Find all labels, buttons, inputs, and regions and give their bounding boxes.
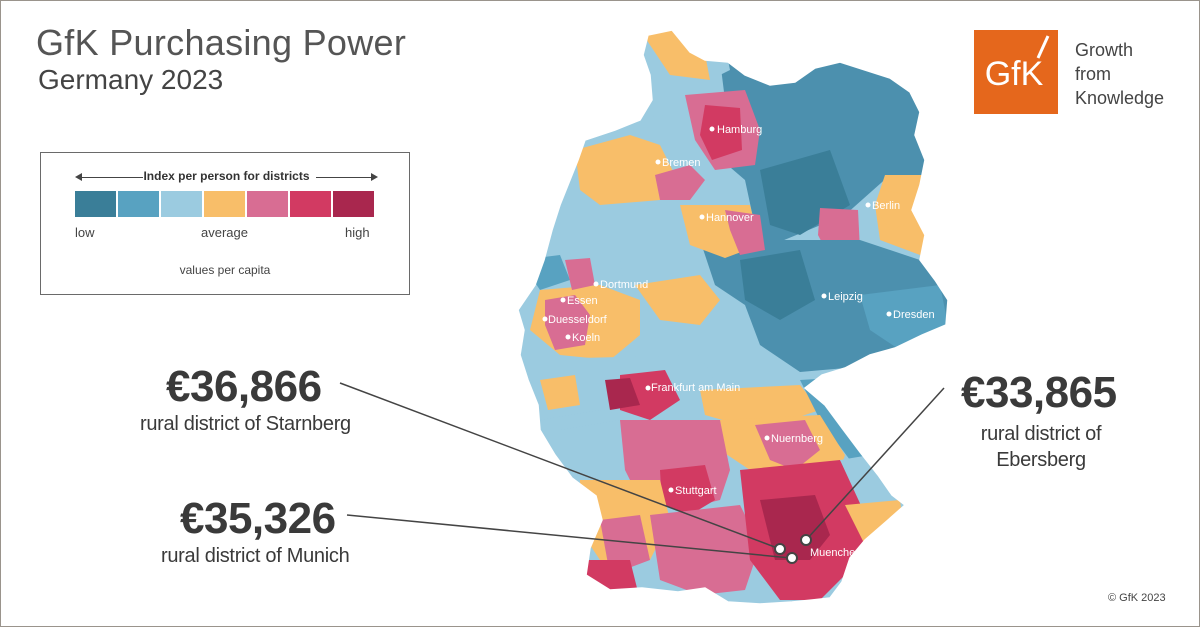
brand-tagline: Growth from Knowledge (1075, 38, 1164, 110)
city-dot-essen (560, 297, 566, 303)
legend-swatch-2 (118, 191, 159, 217)
arrow-right-icon (371, 173, 378, 181)
legend-high-label: high (345, 225, 370, 240)
region-bremen-ring (575, 135, 680, 205)
city-labels: Hamburg Bremen Berlin Hannover Dortmund … (542, 124, 935, 559)
city-label-duesseldorf: Duesseldorf (548, 314, 608, 326)
tagline-line-3: Knowledge (1075, 88, 1165, 108)
city-label-hannover: Hannover (706, 212, 754, 224)
city-dot-hannover (699, 214, 705, 220)
region-bremen-south (655, 165, 705, 200)
region-essen (565, 258, 595, 290)
callout-leaders (339, 382, 945, 564)
callout-amount-starnberg: €36,866 (166, 362, 322, 411)
callout-district-munich: rural district of Munich (161, 545, 350, 567)
germany-outline (517, 29, 949, 605)
callout-amount-munich: €35,326 (180, 494, 336, 543)
city-label-dresden: Dresden (893, 309, 935, 321)
city-label-bremen: Bremen (662, 157, 701, 169)
logo-slash (1036, 35, 1050, 59)
region-eifel (540, 375, 580, 410)
city-dot-hamburg (709, 126, 715, 132)
map-subtitle: Germany 2023 (38, 64, 224, 95)
legend: Index per person for districts low avera… (40, 152, 410, 295)
legend-swatch-7 (333, 191, 374, 217)
city-label-dortmund: Dortmund (600, 279, 648, 291)
legend-average-label: average (201, 225, 248, 240)
city-label-essen: Essen (567, 295, 598, 307)
region-frankfurt-ring (620, 370, 680, 420)
marker-munich (786, 552, 798, 564)
tagline-line-2: from (1075, 64, 1111, 84)
city-dot-leipzig (821, 293, 827, 299)
legend-swatch-1 (75, 191, 116, 217)
region-north-west-coast (600, 60, 650, 110)
region-taunus (605, 378, 640, 410)
city-dot-dresden (886, 311, 892, 317)
city-label-koeln: Koeln (572, 332, 600, 344)
region-saarland (560, 420, 640, 480)
city-dot-berlin (865, 202, 871, 208)
city-dot-frankfurt (645, 385, 651, 391)
city-label-leipzig: Leipzig (828, 291, 863, 303)
legend-note: values per capita (179, 263, 271, 277)
leader-line-ebersberg (805, 387, 945, 541)
legend-heading: Index per person for districts (143, 169, 310, 183)
legend-arrow-line-right (316, 177, 374, 178)
region-hannover (725, 210, 765, 255)
leader-line-starnberg (339, 382, 781, 550)
gfk-logo: GfK (974, 30, 1058, 114)
legend-swatch-5 (247, 191, 288, 217)
city-label-stuttgart: Stuttgart (675, 485, 717, 497)
arrow-left-icon (75, 173, 82, 181)
callout-amount-ebersberg: €33,865 (961, 368, 1117, 417)
region-duesseldorf-ring (545, 295, 590, 350)
legend-swatches (75, 191, 374, 217)
region-central-east (740, 250, 815, 320)
region-hamburg (700, 105, 742, 160)
city-label-frankfurt: Frankfurt am Main (651, 382, 740, 394)
map-title: GfK Purchasing Power (36, 22, 407, 63)
region-nuernberg-ring (755, 420, 820, 470)
callout-district-ebersberg: rural district of Ebersberg (980, 423, 1102, 471)
marker-starnberg (774, 543, 786, 555)
city-dot-stuttgart (668, 487, 674, 493)
region-franconia-north (700, 385, 820, 425)
city-dot-duesseldorf (542, 316, 548, 322)
city-dot-koeln (565, 334, 571, 340)
logo-text: GfK (985, 55, 1044, 93)
legend-low-label: low (75, 225, 95, 240)
callout-district-starnberg: rural district of Starnberg (140, 413, 351, 435)
region-berlin (878, 190, 912, 230)
legend-swatch-6 (290, 191, 331, 217)
city-dot-dortmund (593, 281, 599, 287)
city-label-hamburg: Hamburg (717, 124, 762, 136)
city-label-muenchen: Muenchen (810, 547, 861, 559)
leader-line-munich (346, 514, 792, 559)
tagline-line-1: Growth (1075, 40, 1134, 60)
city-dot-bremen (655, 159, 661, 165)
region-stuttgart (660, 465, 715, 515)
city-label-nuernberg: Nuernberg (771, 433, 823, 445)
legend-swatch-3 (161, 191, 202, 217)
marker-ebersberg (800, 534, 812, 546)
legend-heading-row: Index per person for districts (75, 169, 378, 185)
legend-swatch-4 (204, 191, 245, 217)
copyright: © GfK 2023 (1108, 592, 1166, 604)
city-label-berlin: Berlin (872, 200, 900, 212)
legend-arrow-line-left (79, 177, 143, 178)
region-sauerland (635, 275, 720, 325)
city-dot-nuernberg (764, 435, 770, 441)
